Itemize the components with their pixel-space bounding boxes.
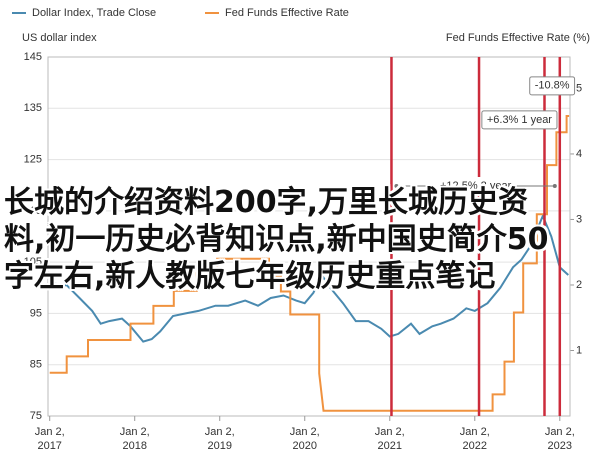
- annotation: +12.5% 2 year: [394, 177, 557, 196]
- plot-border: [47, 56, 571, 417]
- y-tick-label: 105: [24, 256, 42, 268]
- annotation-text: +6.3% 1 year: [487, 114, 552, 126]
- x-tick-label: Jan 2, 2022: [460, 426, 490, 452]
- y2-tick-label: 3: [576, 213, 582, 225]
- y-tick-label: 115: [24, 205, 42, 217]
- annotation-box: [529, 76, 576, 96]
- y-tick-label: 95: [30, 307, 42, 319]
- y-tick-label: 145: [24, 51, 42, 63]
- annotation-box: [435, 177, 517, 196]
- legend-label: Fed Funds Effective Rate: [225, 7, 349, 19]
- x-tick-label: Jan 2, 2018: [120, 426, 150, 452]
- annotation-box: [481, 110, 558, 130]
- x-tick-label: Jan 2, 2017: [35, 426, 65, 452]
- y-tick-label: 75: [30, 410, 42, 422]
- annotation-end: [394, 184, 399, 189]
- y2-tick-label: 1: [576, 344, 582, 356]
- y-tick-label: 125: [24, 153, 42, 165]
- annotation-text: -10.8%: [535, 80, 570, 92]
- series-line: [49, 115, 570, 412]
- annotation: -10.8%: [529, 76, 576, 96]
- annotation-end: [552, 184, 557, 189]
- x-tick-label: Jan 2, 2023: [545, 426, 575, 452]
- y2-tick-label: 2: [576, 279, 582, 291]
- x-tick-label: Jan 2, 2021: [375, 426, 405, 452]
- annotation-text: +12.5% 2 year: [440, 180, 512, 192]
- legend-label: Dollar Index, Trade Close: [32, 7, 156, 19]
- y2-tick-label: 5: [576, 82, 582, 94]
- series-line: [47, 213, 569, 343]
- overlay-text: 长城的介绍资料200字,万里长城历史资料,初一历史必背知识点,新中国史简介50字…: [4, 185, 549, 294]
- y-tick-label: 85: [30, 359, 42, 371]
- x-tick-label: Jan 2, 2020: [290, 426, 320, 452]
- x-tick-label: Jan 2, 2019: [205, 426, 235, 452]
- y2-tick-label: 4: [576, 148, 582, 160]
- y-tick-label: 135: [24, 102, 42, 114]
- y2-axis-label: Fed Funds Effective Rate (%): [446, 32, 590, 44]
- y-axis-label: US dollar index: [22, 32, 97, 44]
- annotation: +6.3% 1 year: [481, 110, 558, 130]
